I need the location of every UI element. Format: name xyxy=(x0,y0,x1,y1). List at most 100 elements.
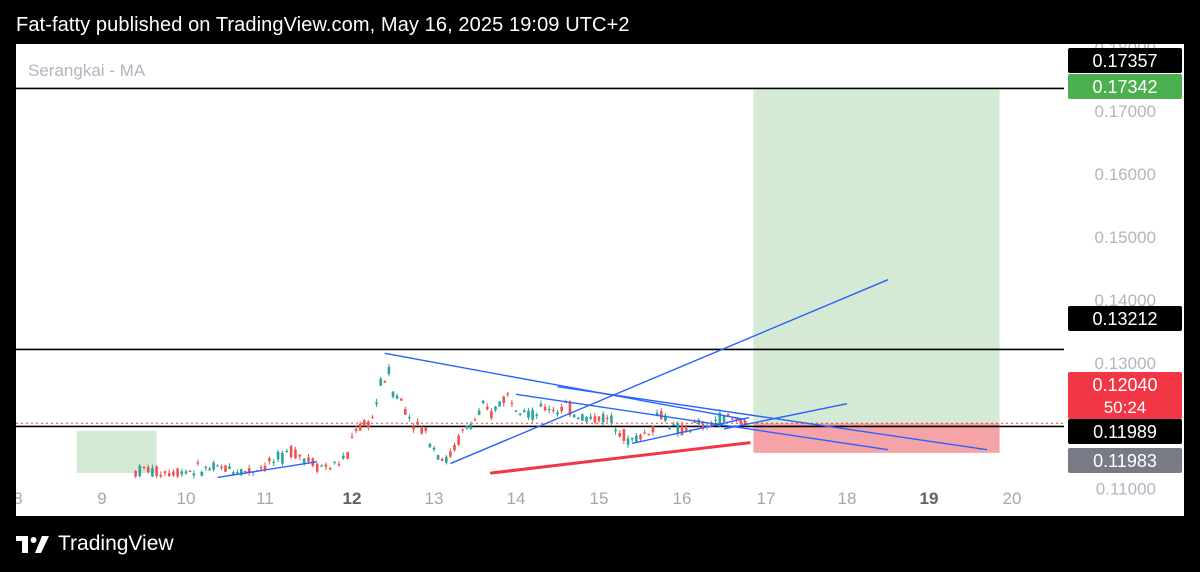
candlestick-chart[interactable]: 0.180000.170000.160000.150000.140000.130… xyxy=(16,44,1184,516)
candle-body xyxy=(655,412,659,416)
candle-up xyxy=(138,463,142,478)
candle-body xyxy=(523,410,526,413)
price-tag: 0.17342 xyxy=(1068,74,1182,99)
y-tick-label: 0.15000 xyxy=(1095,228,1156,247)
candle-down xyxy=(328,466,332,470)
candle-body xyxy=(589,416,592,419)
candle-up xyxy=(572,413,576,419)
candle-body xyxy=(208,468,211,471)
candle-down xyxy=(618,430,622,438)
candle-up xyxy=(333,461,336,465)
candle-down xyxy=(163,470,167,477)
candle-body xyxy=(514,410,518,412)
candle-up xyxy=(276,449,280,463)
candle-body xyxy=(363,420,366,426)
candle-down xyxy=(457,433,460,447)
candle-body xyxy=(469,424,473,429)
candle-down xyxy=(383,380,387,383)
candle-body xyxy=(155,466,158,476)
candle-up xyxy=(714,416,717,424)
candle-body xyxy=(593,416,597,423)
candle-body xyxy=(576,417,580,420)
candle-down xyxy=(268,456,271,465)
candle-body xyxy=(180,471,184,475)
candle-down xyxy=(367,419,370,431)
candle-body xyxy=(440,458,444,461)
candle-body xyxy=(461,429,464,431)
candle-up xyxy=(601,411,605,426)
candle-body xyxy=(643,432,646,434)
candle-body xyxy=(581,414,584,421)
candle-down xyxy=(506,391,510,398)
small-target-zone xyxy=(76,430,157,473)
indicator-label: Serangkai - MA xyxy=(28,61,146,80)
candle-body xyxy=(722,415,726,422)
candle-down xyxy=(324,462,328,471)
candle-body xyxy=(272,461,275,464)
candle-down xyxy=(552,406,555,414)
chart-panel[interactable]: 0.180000.170000.160000.150000.140000.130… xyxy=(16,44,1184,516)
candle-up xyxy=(236,469,239,474)
candle-body xyxy=(383,381,387,383)
candle-body xyxy=(498,401,501,407)
candle-body xyxy=(568,401,572,416)
candle-up xyxy=(585,415,588,424)
candle-body xyxy=(610,415,613,423)
candle-body xyxy=(659,411,663,420)
candle-down xyxy=(188,469,192,473)
candle-body xyxy=(465,425,469,429)
publisher-header: Fat-fatty published on TradingView.com, … xyxy=(16,14,630,36)
candle-body xyxy=(200,471,204,476)
candle-down xyxy=(289,444,293,459)
candle-down xyxy=(651,425,655,436)
candle-body xyxy=(142,466,146,469)
price-tag: 0.13212 xyxy=(1068,306,1182,331)
candle-body xyxy=(146,466,150,472)
candle-body xyxy=(664,415,667,421)
candle-body xyxy=(531,409,534,420)
candle-up xyxy=(240,468,243,477)
candle-body xyxy=(424,427,428,432)
candle-down xyxy=(622,428,626,444)
trendline xyxy=(515,393,889,451)
candle-body xyxy=(346,452,349,459)
candle-up xyxy=(664,412,667,423)
candle-body xyxy=(527,410,530,418)
candle-down xyxy=(363,418,366,427)
candle-body xyxy=(399,398,403,401)
candle-body xyxy=(243,470,247,473)
candle-down xyxy=(350,432,354,439)
price-tag-bg xyxy=(1068,306,1182,331)
candle-body xyxy=(354,429,358,431)
candle-up xyxy=(539,400,543,408)
candle-down xyxy=(224,465,227,473)
candle-down xyxy=(416,418,419,425)
candle-body xyxy=(285,450,289,453)
candle-body xyxy=(196,462,200,464)
candle-down xyxy=(142,466,146,470)
candle-down xyxy=(134,470,137,479)
candle-down xyxy=(294,446,297,459)
price-tag-bg xyxy=(1068,74,1182,99)
candle-body xyxy=(552,409,555,412)
candle-body xyxy=(449,451,452,457)
candle-up xyxy=(535,412,539,419)
x-tick-label: 8 xyxy=(16,489,23,508)
candle-up xyxy=(514,409,518,412)
candle-up xyxy=(200,470,204,477)
footer-brand[interactable]: TradingView xyxy=(16,530,174,558)
candle-body xyxy=(167,473,171,477)
candle-up xyxy=(498,400,501,407)
price-tag-value: 0.11983 xyxy=(1093,451,1157,471)
candle-up xyxy=(518,412,522,417)
candle-body xyxy=(701,423,705,429)
candle-down xyxy=(404,406,407,416)
candle-body xyxy=(289,446,293,458)
candle-down xyxy=(647,433,651,436)
candle-body xyxy=(259,467,263,469)
x-tick-label: 20 xyxy=(1003,489,1022,508)
candle-body xyxy=(276,451,280,460)
candle-body xyxy=(547,409,551,411)
candle-down xyxy=(502,395,505,407)
candle-body xyxy=(324,464,328,467)
